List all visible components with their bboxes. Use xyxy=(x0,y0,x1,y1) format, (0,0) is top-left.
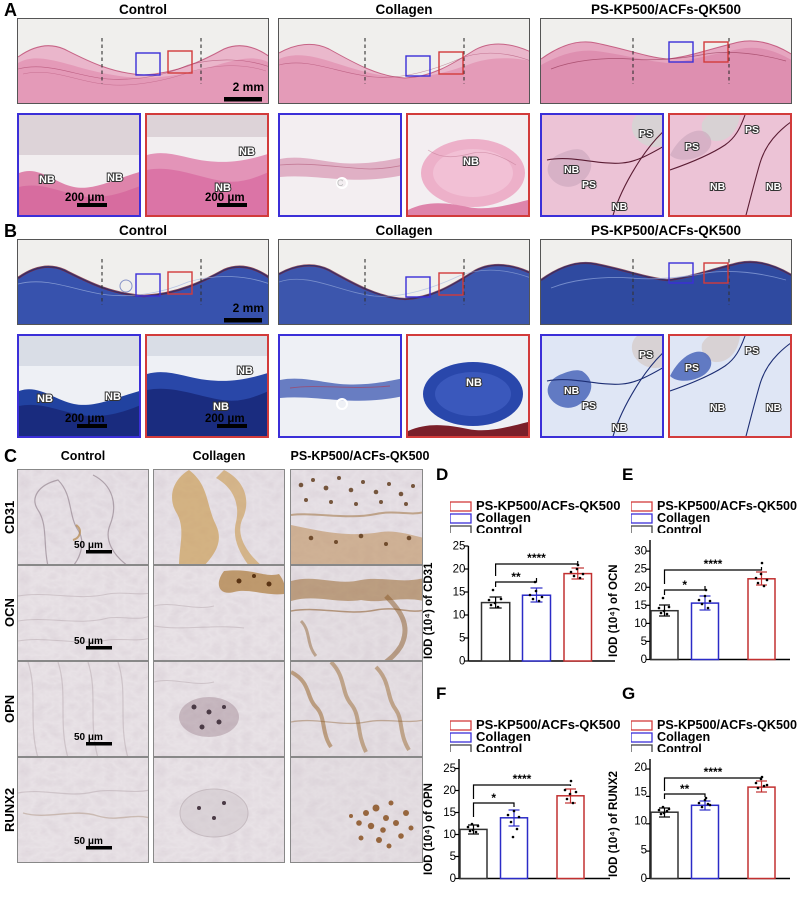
svg-text:20: 20 xyxy=(443,785,456,797)
svg-text:15: 15 xyxy=(453,587,466,599)
svg-text:NB: NB xyxy=(237,365,253,377)
svg-text:30: 30 xyxy=(634,546,647,558)
svg-text:****: **** xyxy=(704,557,723,571)
svg-text:PS: PS xyxy=(685,362,699,374)
svg-text:Control: Control xyxy=(476,522,522,533)
svg-text:NB: NB xyxy=(710,402,726,414)
svg-text:****: **** xyxy=(704,765,723,779)
svg-text:****: **** xyxy=(527,551,546,565)
svg-text:****: **** xyxy=(513,772,532,786)
svg-text:NB: NB xyxy=(37,393,53,405)
svg-text:C: C xyxy=(337,178,344,188)
svg-text:NB: NB xyxy=(564,385,580,397)
svg-text:NB: NB xyxy=(105,391,121,403)
svg-text:200 μm: 200 μm xyxy=(205,413,245,425)
svg-text:NB: NB xyxy=(612,422,628,434)
svg-text:Control: Control xyxy=(657,742,702,752)
svg-text:50 μm: 50 μm xyxy=(74,836,103,847)
svg-text:25: 25 xyxy=(443,763,456,775)
svg-text:NB: NB xyxy=(612,201,628,213)
svg-text:PS: PS xyxy=(745,124,759,136)
svg-text:NB: NB xyxy=(107,172,123,184)
svg-text:25: 25 xyxy=(634,564,647,576)
svg-text:NB: NB xyxy=(39,174,55,186)
svg-text:NB: NB xyxy=(766,402,782,414)
svg-text:15: 15 xyxy=(634,786,647,798)
svg-text:50 μm: 50 μm xyxy=(74,540,103,551)
svg-text:15: 15 xyxy=(634,600,647,612)
svg-text:25: 25 xyxy=(453,541,466,553)
svg-text:NB: NB xyxy=(466,377,482,389)
svg-text:PS: PS xyxy=(582,400,596,412)
svg-text:PS: PS xyxy=(582,179,596,191)
svg-text:PS: PS xyxy=(685,141,699,153)
svg-text:PS: PS xyxy=(639,349,653,361)
svg-text:NB: NB xyxy=(710,181,726,193)
svg-text:2 mm: 2 mm xyxy=(233,301,264,315)
svg-text:**: ** xyxy=(680,782,690,796)
svg-text:200 μm: 200 μm xyxy=(65,192,105,204)
svg-text:PS: PS xyxy=(639,128,653,140)
svg-text:Control: Control xyxy=(476,741,522,752)
svg-text:NB: NB xyxy=(213,401,229,413)
svg-text:5: 5 xyxy=(641,844,647,856)
svg-text:NB: NB xyxy=(766,181,782,193)
svg-text:Control: Control xyxy=(657,523,702,533)
svg-text:50 μm: 50 μm xyxy=(74,636,103,647)
svg-text:20: 20 xyxy=(453,564,466,576)
svg-text:*: * xyxy=(491,791,496,805)
svg-text:15: 15 xyxy=(443,807,456,819)
svg-text:50 μm: 50 μm xyxy=(74,732,103,743)
svg-text:2 mm: 2 mm xyxy=(233,80,264,94)
svg-text:**: ** xyxy=(511,570,521,584)
svg-text:NB: NB xyxy=(564,164,580,176)
svg-text:0: 0 xyxy=(459,656,465,666)
svg-text:PS: PS xyxy=(745,345,759,357)
svg-text:10: 10 xyxy=(634,618,647,630)
svg-text:10: 10 xyxy=(443,829,456,841)
svg-text:200 μm: 200 μm xyxy=(65,413,105,425)
svg-text:200 μm: 200 μm xyxy=(205,192,245,204)
svg-text:10: 10 xyxy=(634,815,647,827)
svg-text:10: 10 xyxy=(453,610,466,622)
svg-text:NB: NB xyxy=(239,146,255,158)
svg-text:*: * xyxy=(682,578,687,592)
svg-text:20: 20 xyxy=(634,762,647,774)
svg-text:NB: NB xyxy=(463,156,479,168)
svg-text:20: 20 xyxy=(634,582,647,594)
